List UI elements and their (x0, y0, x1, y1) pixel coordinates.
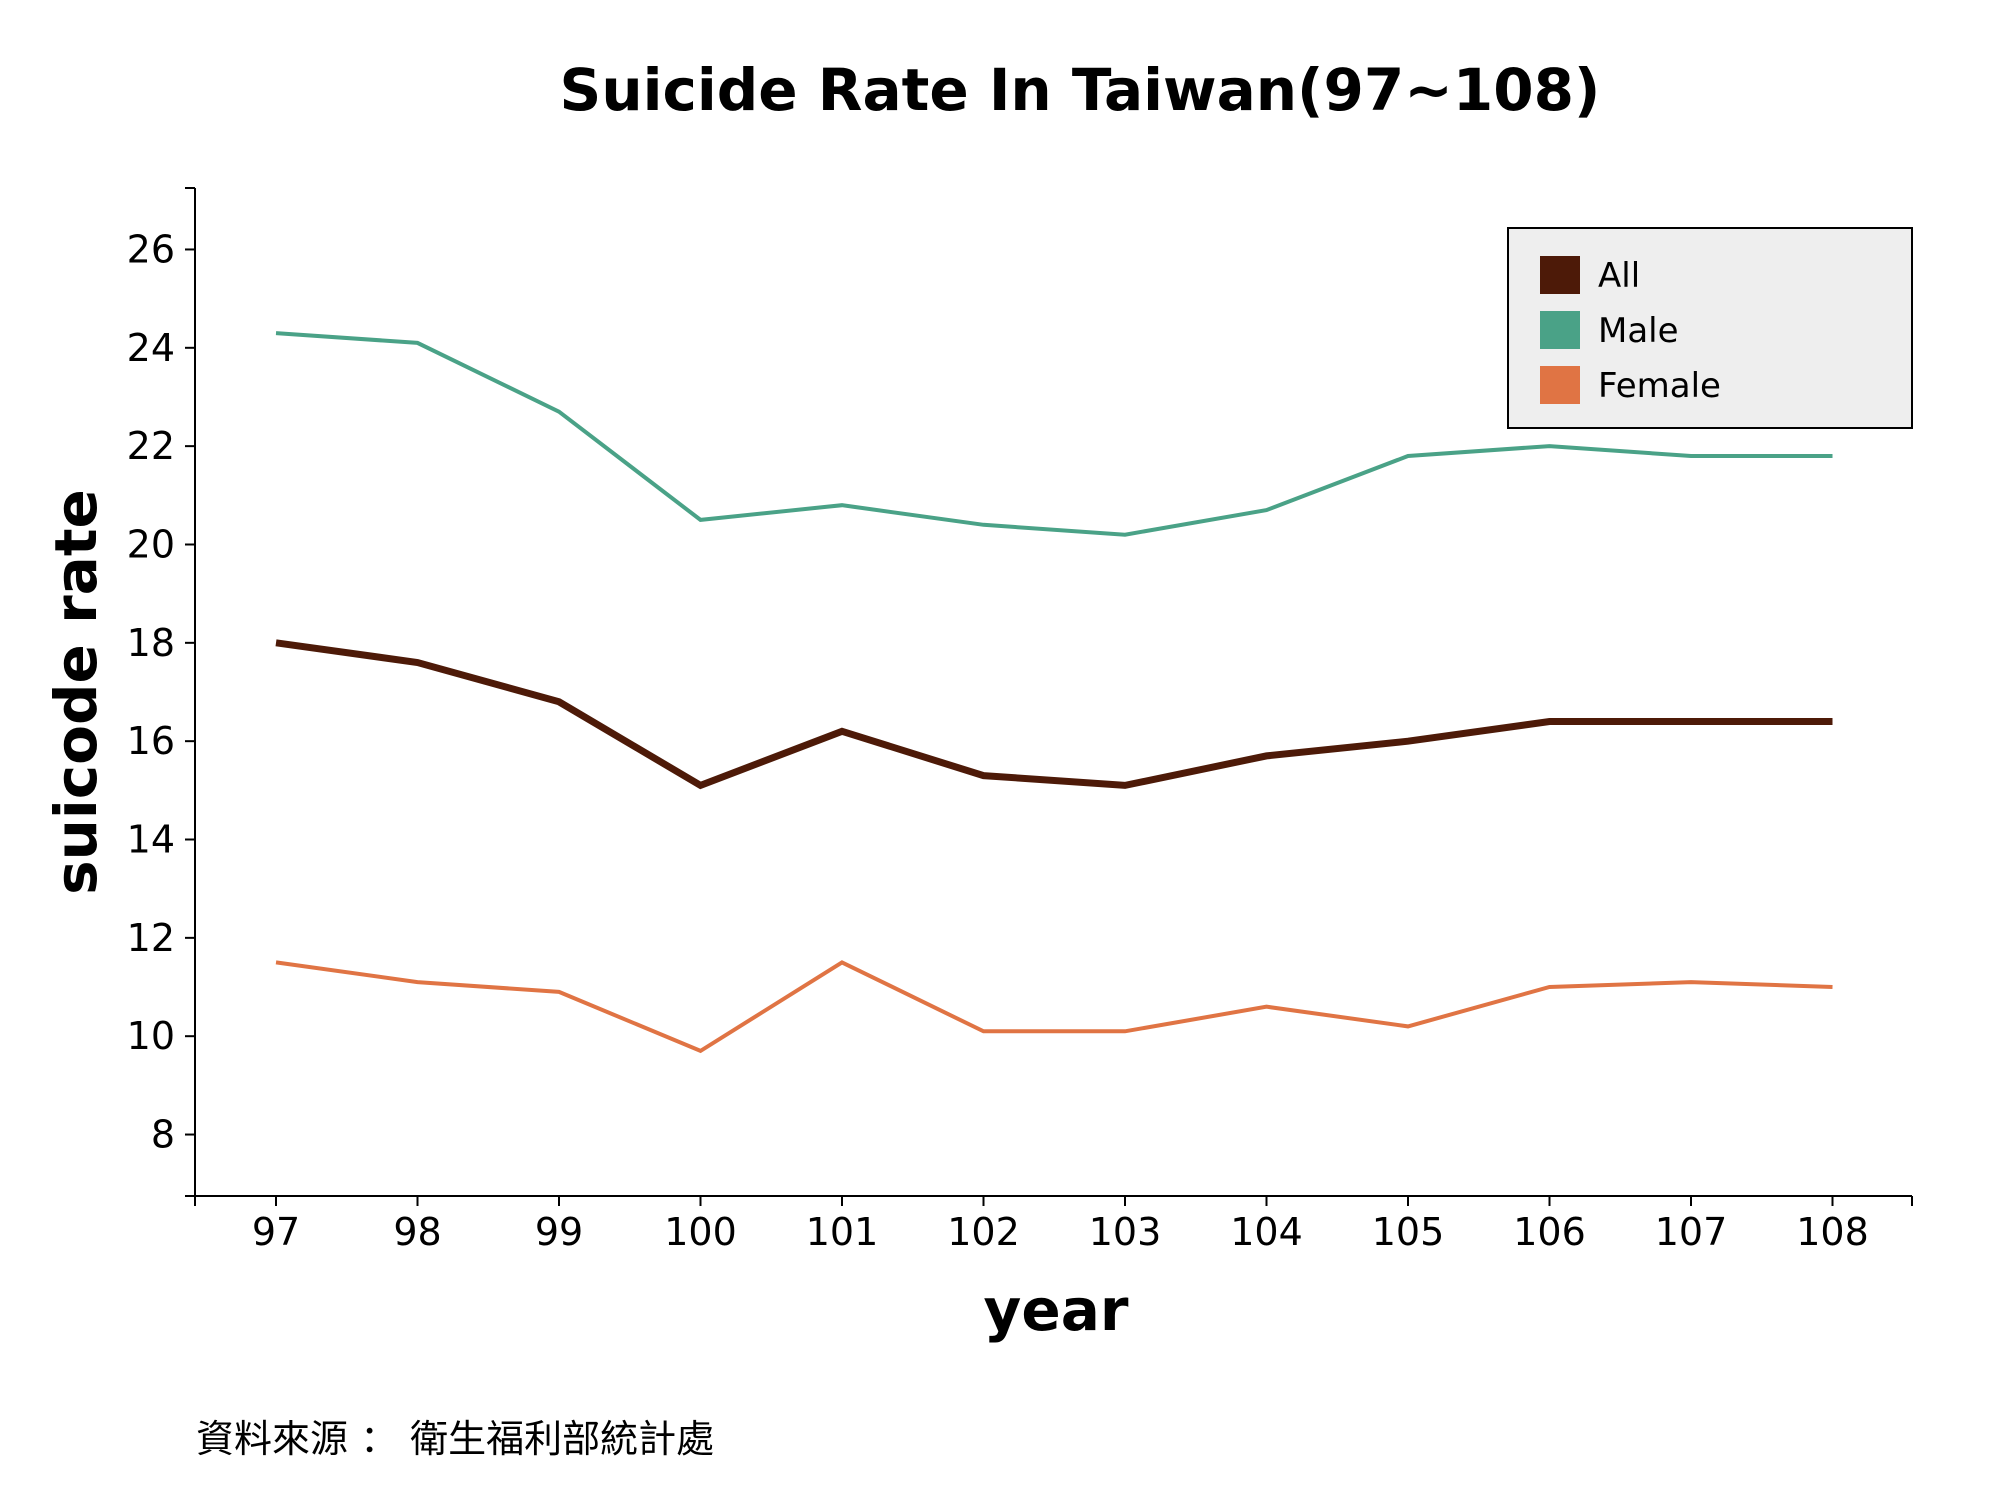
x-tick-label: 99 (535, 1210, 583, 1254)
x-tick-label: 106 (1513, 1210, 1586, 1254)
x-tick-label: 105 (1372, 1210, 1445, 1254)
source-note: 資料來源 ： 衛生福利部統計處 (196, 1417, 714, 1461)
y-tick-label: 8 (151, 1113, 175, 1157)
legend-swatch-male (1540, 311, 1580, 349)
series-line-female (275, 960, 1833, 1054)
y-tick-label: 20 (127, 522, 175, 566)
x-tick-label: 98 (393, 1210, 441, 1254)
y-tick-label: 18 (127, 621, 175, 665)
legend: All Male Female (1507, 227, 1913, 429)
y-tick-label: 24 (127, 326, 175, 370)
y-axis-title: suicode rate (42, 489, 110, 895)
x-tick-label: 101 (806, 1210, 879, 1254)
x-tick-label: 107 (1655, 1210, 1728, 1254)
series-line-all (275, 639, 1833, 790)
legend-label-all: All (1598, 256, 1640, 296)
y-tick-label: 22 (127, 424, 175, 468)
x-axis: 97 98 99 100 101 102 103 104 105 106 107 108 (194, 1195, 1913, 1254)
series-group (275, 331, 1833, 1054)
y-tick-label: 10 (127, 1014, 175, 1058)
x-axis-title: year (984, 1276, 1129, 1344)
legend-swatch-female (1540, 366, 1580, 404)
x-tick-label: 104 (1230, 1210, 1303, 1254)
legend-swatch-all (1540, 256, 1580, 294)
x-tick-label: 102 (947, 1210, 1020, 1254)
y-tick-label: 12 (127, 916, 175, 960)
x-tick-label: 103 (1089, 1210, 1162, 1254)
y-tick-label: 26 (127, 227, 175, 271)
y-tick-label: 16 (127, 719, 175, 763)
chart-title: Suicide Rate In Taiwan(97~108) (560, 56, 1601, 124)
x-tick-label: 108 (1796, 1210, 1869, 1254)
x-tick-label: 100 (664, 1210, 737, 1254)
series-line-male (275, 331, 1833, 537)
y-tick-label: 14 (127, 818, 175, 862)
x-tick-label: 97 (252, 1210, 300, 1254)
legend-label-male: Male (1598, 311, 1679, 351)
y-axis: 8 10 12 14 16 18 20 22 24 26 (127, 187, 196, 1197)
legend-label-female: Female (1598, 366, 1721, 406)
